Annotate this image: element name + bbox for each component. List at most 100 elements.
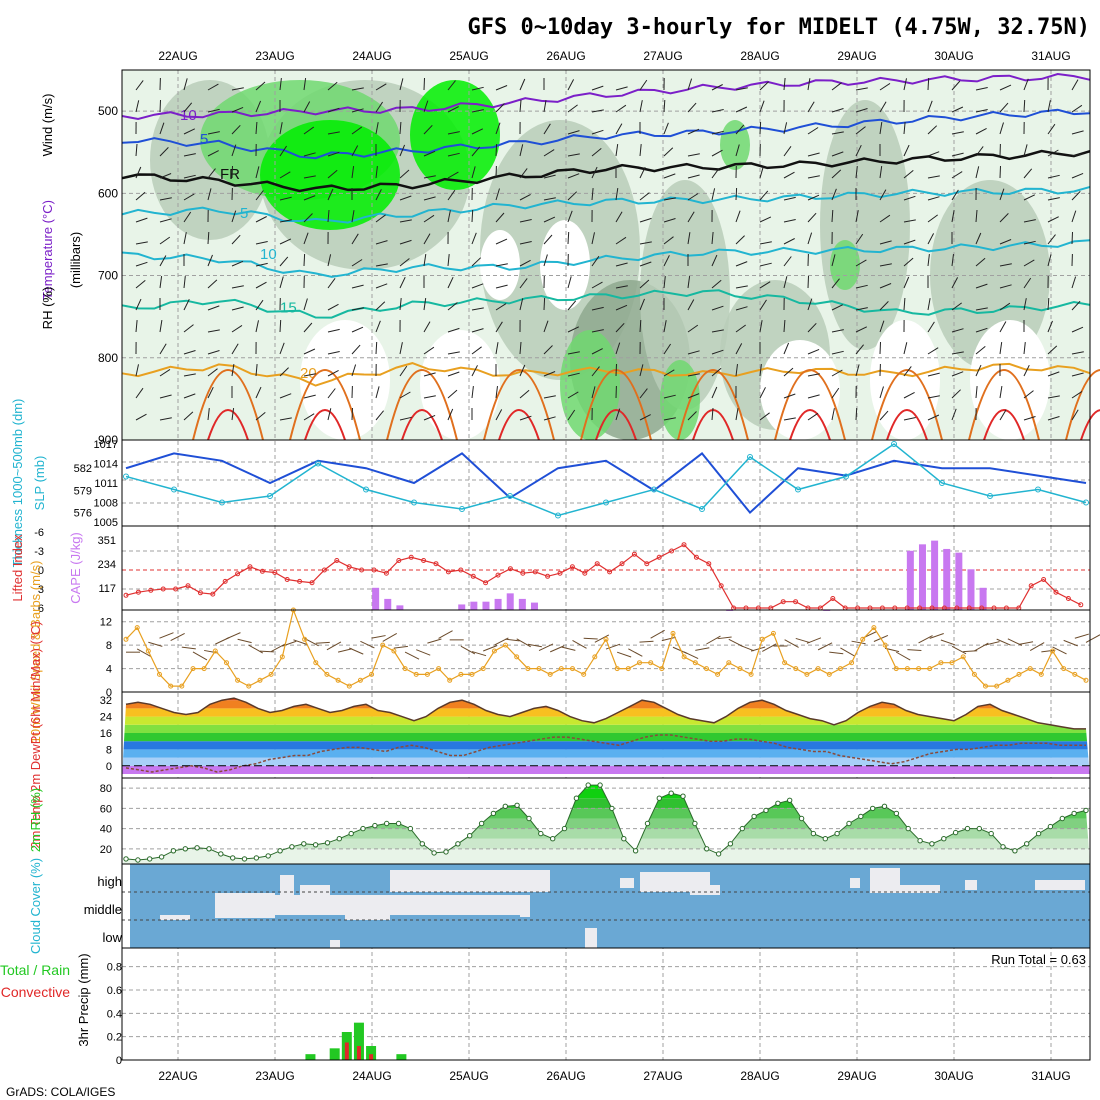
- wind-barb: [951, 277, 959, 289]
- wind-barb: [831, 387, 840, 399]
- wind-barb: [711, 130, 724, 135]
- date-tick-top: 29AUG: [837, 49, 876, 63]
- li-point: [284, 577, 290, 582]
- wind-barb: [807, 298, 813, 311]
- rh-point: [964, 825, 971, 832]
- wind-speed-point: [592, 654, 598, 660]
- wind-speed-point: [1016, 671, 1022, 677]
- wind-barb: [687, 102, 697, 113]
- wind-barb: [807, 412, 819, 421]
- wind-barb: [375, 386, 380, 399]
- rh-point: [455, 841, 461, 847]
- wind-barb: [663, 394, 676, 399]
- li-point: [433, 561, 439, 567]
- wind-barb: [591, 232, 595, 245]
- wind-barb: [975, 209, 978, 223]
- wind-barb: [279, 417, 292, 421]
- slp-point: [987, 493, 993, 499]
- wind-speed-point: [224, 660, 229, 666]
- contour-label: 5: [240, 205, 248, 222]
- wind-barb: [879, 263, 892, 267]
- wind-barb: [183, 102, 193, 113]
- wind-barb: [543, 416, 556, 421]
- wind-barb: [159, 173, 172, 179]
- rh-point: [561, 825, 568, 832]
- cape-bar: [518, 598, 526, 610]
- wind-barb: [783, 146, 792, 157]
- cloud-block: [345, 895, 390, 920]
- wind-barb: [351, 344, 361, 355]
- rh-band: [122, 798, 1090, 809]
- rh-point: [775, 800, 781, 806]
- wind-speed-point: [458, 671, 464, 677]
- wind-barb: [303, 126, 315, 135]
- li-point: [594, 561, 600, 567]
- wind-barb: [855, 284, 868, 289]
- wind-barb: [903, 219, 916, 223]
- rh-band: [122, 828, 1090, 839]
- wind-barb: [543, 216, 556, 223]
- wind-barb: [255, 166, 260, 179]
- thickness-tick: 579: [74, 485, 92, 497]
- panel-frame: [121, 947, 1091, 1061]
- wind-barb: [279, 219, 292, 223]
- wind-barb: [231, 234, 241, 245]
- li-point: [210, 591, 216, 597]
- cloud-block: [300, 885, 330, 895]
- wind-barb: [567, 391, 579, 399]
- temp-contour: [483, 369, 555, 441]
- wind-barb: [1047, 197, 1060, 201]
- wind-barb: [687, 78, 693, 91]
- cape-bar: [979, 587, 987, 610]
- wind-barb: [1071, 210, 1077, 223]
- rh-point: [787, 797, 793, 803]
- wind-barb: [639, 319, 642, 333]
- wind-barb: [1074, 633, 1089, 639]
- rh-point: [360, 825, 366, 832]
- li-point: [334, 558, 340, 563]
- cloud-level-label: low: [102, 930, 122, 945]
- wind-barb: [628, 648, 643, 657]
- wind-speed-point: [369, 671, 375, 677]
- wind-barb: [148, 641, 163, 647]
- date-tick-bottom: 22AUG: [158, 1069, 197, 1083]
- precip-tick: 0.4: [107, 1008, 122, 1020]
- li-point: [669, 548, 675, 554]
- wind-barb: [759, 241, 772, 245]
- wind-barb: [855, 259, 867, 267]
- wind-barb: [471, 365, 478, 377]
- wind-barb: [351, 87, 364, 91]
- wind-barb: [927, 214, 938, 223]
- wind-barb: [591, 329, 604, 333]
- rh-point: [798, 815, 805, 822]
- wind-barb: [999, 342, 1003, 355]
- wind-barb: [423, 100, 429, 113]
- wind-barb: [927, 414, 940, 421]
- wind-speed-point: [313, 660, 319, 666]
- date-tick-top: 22AUG: [158, 49, 197, 63]
- wind-barb: [471, 109, 484, 113]
- wind-barb: [639, 100, 643, 113]
- wind-barb: [351, 259, 363, 267]
- wind-barb: [1052, 646, 1067, 655]
- rh-point: [988, 830, 994, 837]
- wind-barb: [303, 213, 313, 223]
- wind-barb: [447, 276, 454, 289]
- wind-speed-point: [268, 671, 274, 677]
- ylabel-rh: RH (%): [40, 287, 55, 330]
- contour-label: 10: [180, 107, 197, 124]
- wind-barb: [615, 123, 623, 135]
- slp-point: [219, 499, 225, 506]
- rh-point: [905, 825, 911, 832]
- wind-barb: [663, 236, 674, 245]
- li-point: [830, 596, 836, 601]
- wind-barb: [399, 219, 412, 223]
- wind-speed-point: [826, 671, 832, 677]
- wind-barb: [639, 217, 652, 223]
- wind-speed-point: [1038, 671, 1044, 677]
- precip-tick: 0.8: [107, 962, 122, 974]
- wind-speed-point: [715, 671, 721, 677]
- wind-speed-point: [547, 671, 553, 677]
- wind-barb: [903, 257, 914, 267]
- wind-barb: [735, 106, 748, 113]
